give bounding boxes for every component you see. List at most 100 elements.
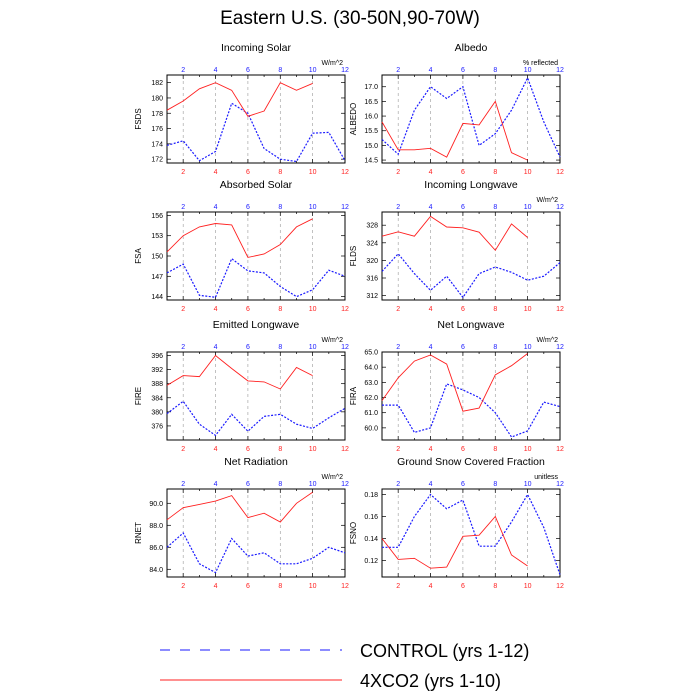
units-label: W/m^2 — [321, 474, 343, 481]
x-tick-label: 12 — [341, 583, 349, 590]
x-tick-label: 2 — [396, 583, 400, 590]
x-tick-label: 10 — [524, 446, 532, 453]
y-tick-label: 14.5 — [364, 158, 378, 165]
legend-label-control: CONTROL (yrs 1-12) — [360, 641, 529, 661]
panel-title: Incoming Longwave — [424, 179, 518, 191]
y-tick-label: 64.0 — [364, 365, 378, 372]
panel-albedo: Albedo % reflected 2 4 6 8 10 12 2 4 6 8 10 12 14.5 15.… — [349, 42, 564, 176]
y-axis-label: FLDS — [349, 246, 358, 266]
x-tick-label: 2 — [181, 169, 185, 176]
y-tick-label: 16.5 — [364, 99, 378, 106]
y-tick-label: 174 — [151, 141, 163, 148]
x-tick-label-top: 2 — [181, 344, 185, 351]
y-tick-label: 396 — [151, 353, 163, 360]
x-tick-label-top: 6 — [461, 481, 465, 488]
x-tick-label-top: 12 — [341, 344, 349, 351]
y-tick-label: 63.0 — [364, 380, 378, 387]
x-tick-label-top: 4 — [429, 481, 433, 488]
x-tick-label: 6 — [246, 583, 250, 590]
x-tick-label-top: 8 — [493, 481, 497, 488]
plot-frame — [381, 74, 561, 164]
series-4xco2-line — [166, 491, 313, 523]
plot-frame — [381, 351, 561, 441]
x-tick-label-top: 10 — [309, 344, 317, 351]
x-tick-label: 2 — [396, 306, 400, 313]
x-tick-label-top: 2 — [181, 481, 185, 488]
x-tick-label: 10 — [524, 583, 532, 590]
x-tick-label: 6 — [246, 306, 250, 313]
y-tick-label: 388 — [151, 381, 163, 388]
y-tick-label: 384 — [151, 395, 163, 402]
series-control-line — [382, 383, 561, 438]
series-control-line — [381, 76, 561, 158]
y-tick-label: 15.5 — [364, 128, 378, 135]
panel-title: Net Longwave — [437, 319, 504, 331]
x-tick-label: 4 — [429, 169, 433, 176]
y-tick-label: 312 — [366, 293, 378, 300]
plot-frame — [381, 211, 561, 301]
units-label: unitless — [534, 474, 558, 481]
y-tick-label: 182 — [151, 80, 163, 87]
y-tick-label: 61.0 — [364, 410, 378, 417]
x-tick-label-top: 12 — [556, 67, 564, 74]
y-tick-label: 172 — [151, 157, 163, 164]
x-tick-label-top: 6 — [461, 67, 465, 74]
x-tick-label-top: 4 — [214, 204, 218, 211]
panel-fsa: Absorbed Solar 2 4 6 8 10 12 2 4 6 8 10 12 144 147 150 1… — [134, 179, 349, 313]
y-tick-label: 60.0 — [364, 425, 378, 432]
x-tick-label-top: 12 — [341, 204, 349, 211]
x-tick-label: 10 — [309, 583, 317, 590]
legend-label-co2: 4XCO2 (yrs 1-10) — [360, 671, 501, 691]
x-tick-label: 6 — [461, 446, 465, 453]
x-tick-label: 12 — [556, 583, 564, 590]
y-tick-label: 144 — [151, 294, 163, 301]
y-tick-label: 86.0 — [149, 545, 163, 552]
x-tick-label-top: 10 — [524, 67, 532, 74]
y-axis-label: FSA — [134, 248, 143, 264]
x-tick-label: 8 — [493, 169, 497, 176]
series-control-line — [166, 400, 346, 437]
series-4xco2-line — [381, 515, 528, 569]
y-tick-label: 320 — [366, 258, 378, 265]
series-control-line — [382, 493, 561, 575]
x-tick-label: 6 — [461, 169, 465, 176]
panel-title: Net Radiation — [224, 456, 288, 468]
x-tick-label: 12 — [556, 169, 564, 176]
plot-frame — [166, 488, 346, 578]
x-tick-label-top: 6 — [246, 481, 250, 488]
x-tick-label-top: 2 — [181, 204, 185, 211]
x-tick-label: 4 — [214, 583, 218, 590]
x-tick-label-top: 12 — [341, 67, 349, 74]
panel-title: Ground Snow Covered Fraction — [397, 456, 545, 468]
x-tick-label-top: 8 — [493, 204, 497, 211]
series-control-line — [166, 257, 346, 298]
plot-frame — [166, 74, 346, 164]
units-label: W/m^2 — [536, 197, 558, 204]
panel-title: Incoming Solar — [221, 42, 292, 54]
x-tick-label-top: 8 — [278, 204, 282, 211]
x-tick-label-top: 6 — [246, 344, 250, 351]
plot-frame — [166, 351, 346, 441]
x-tick-label-top: 2 — [396, 67, 400, 74]
x-tick-label: 8 — [493, 306, 497, 313]
x-tick-label-top: 12 — [556, 481, 564, 488]
x-tick-label: 6 — [461, 583, 465, 590]
y-tick-label: 178 — [151, 111, 163, 118]
x-tick-label: 8 — [493, 583, 497, 590]
panel-fira: Net Longwave W/m^2 2 4 6 8 10 12 2 4 6 8 10 12 60.0 61.… — [349, 319, 564, 453]
x-tick-label: 12 — [556, 446, 564, 453]
series-4xco2-line — [166, 82, 313, 117]
series-4xco2-line — [381, 100, 528, 161]
x-tick-label: 2 — [181, 583, 185, 590]
x-tick-label-top: 12 — [556, 344, 564, 351]
y-tick-label: 316 — [366, 276, 378, 283]
panel-fsno: Ground Snow Covered Fraction unitless 2 4 6 8… — [349, 456, 564, 590]
x-tick-label: 4 — [214, 306, 218, 313]
x-tick-label-top: 12 — [556, 204, 564, 211]
y-tick-label: 0.14 — [364, 536, 378, 543]
x-tick-label: 4 — [214, 446, 218, 453]
figure-title: Eastern U.S. (30-50N,90-70W) — [220, 8, 480, 29]
y-tick-label: 392 — [151, 367, 163, 374]
y-tick-label: 90.0 — [149, 501, 163, 508]
x-tick-label-top: 12 — [341, 481, 349, 488]
